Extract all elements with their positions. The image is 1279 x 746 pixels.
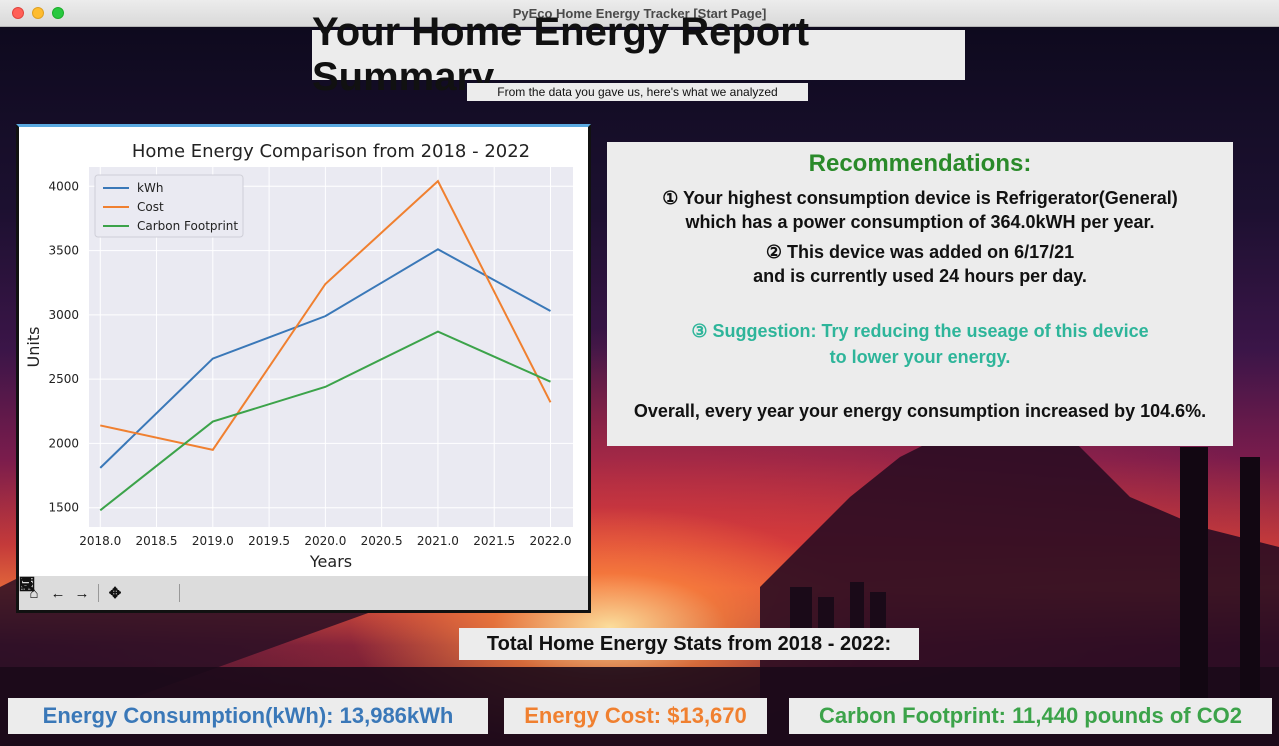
energy-consumption-stat: Energy Consumption(kWh): 13,986kWh (8, 698, 488, 734)
legend-box (94, 174, 244, 238)
configure-icon[interactable] (20, 578, 174, 604)
minimize-window-button[interactable] (32, 7, 44, 19)
y-tick-label: 3500 (48, 244, 79, 258)
recommendation-suggestion: ③ Suggestion: Try reducing the useage of… (691, 321, 1149, 341)
chart-toolbar: ⌂ ← → ✥ (19, 576, 588, 610)
x-tick-label: 2018.0 (79, 534, 121, 548)
series-line-cost (100, 179, 552, 451)
recommendations-panel: Recommendations: ① Your highest consumpt… (607, 142, 1233, 446)
x-tick-label: 2020.5 (361, 534, 403, 548)
y-tick-label: 2000 (48, 436, 79, 450)
recommendation-device: ① Your highest consumption device is Ref… (662, 188, 1178, 208)
page-subtitle: From the data you gave us, here's what w… (467, 83, 808, 101)
recommendation-usage: and is currently used 24 hours per day. (753, 266, 1087, 286)
series-line-carbon-footprint (99, 330, 551, 512)
recommendation-suggestion-cont: to lower your energy. (829, 347, 1011, 367)
x-tick-label: 2022.0 (529, 534, 571, 548)
window-title-bar: PyEco Home Energy Tracker [Start Page] (0, 0, 1279, 27)
toolbar-divider (98, 584, 99, 602)
energy-line-chart: 2018.0 2018.5 2019.0 2019.5 2020.0 2020.5 2021… (24, 141, 573, 571)
x-tick-label: 2019.5 (248, 534, 290, 548)
window-title: PyEco Home Energy Tracker [Start Page] (512, 5, 767, 21)
recommendation-added-date: ② This device was added on 6/17/21 (765, 242, 1075, 262)
pan-icon[interactable]: ✥ (108, 585, 122, 602)
y-tick-label: 3000 (48, 308, 79, 322)
y-tick-label: 1500 (48, 501, 79, 515)
forward-arrow-icon[interactable]: → (74, 584, 90, 602)
back-arrow-icon[interactable]: ← (50, 584, 66, 602)
energy-cost-stat: Energy Cost: $13,670 (504, 698, 767, 734)
series-line-kwh (99, 248, 551, 469)
y-axis-label: Units (24, 327, 43, 368)
toolbar-divider (179, 584, 180, 602)
save-icon[interactable] (19, 576, 207, 604)
recommendation-consumption: which has a power consumption of 364.0kW… (685, 212, 1155, 232)
recommendations-title: Recommendations: (808, 150, 1032, 177)
legend-label: kWh (137, 181, 163, 195)
legend-label: Carbon Footprint (137, 219, 238, 233)
x-tick-label: 2018.5 (136, 534, 178, 548)
chart-title: Home Energy Comparison from 2018 - 2022 (132, 141, 530, 162)
x-tick-label: 2021.5 (473, 534, 515, 548)
stats-title: Total Home Energy Stats from 2018 - 2022… (459, 628, 919, 660)
x-tick-label: 2020.0 (304, 534, 346, 548)
chart-panel: 2018.0 2018.5 2019.0 2019.5 2020.0 2020.5 2021… (16, 124, 591, 613)
x-tick-label: 2021.0 (417, 534, 459, 548)
recommendation-overall: Overall, every year your energy consumpt… (633, 401, 1207, 421)
close-window-button[interactable] (12, 7, 24, 19)
carbon-footprint-stat: Carbon Footprint: 11,440 pounds of CO2 (789, 698, 1272, 734)
x-tick-label: 2019.0 (192, 534, 234, 548)
zoom-icon[interactable] (20, 577, 150, 604)
x-axis-label: Years (309, 552, 352, 571)
page-title: Your Home Energy Report Summary (312, 10, 965, 99)
y-tick-label: 2500 (48, 372, 79, 386)
y-tick-label: 4000 (48, 179, 79, 193)
home-icon[interactable]: ⌂ (29, 584, 39, 602)
maximize-window-button[interactable] (52, 7, 64, 19)
legend-label: Cost (137, 200, 164, 214)
